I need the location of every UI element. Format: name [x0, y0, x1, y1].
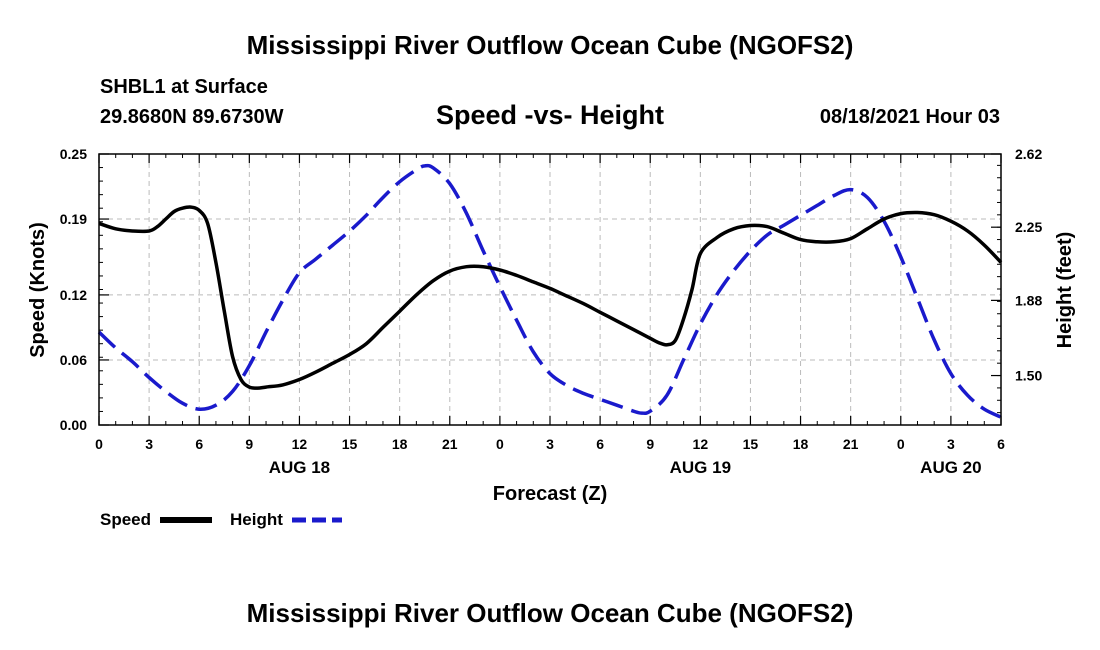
x-tick-label: 9 — [245, 436, 253, 452]
y-axis-label-left: Speed (Knots) — [27, 222, 49, 358]
date-label: AUG 20 — [920, 458, 981, 477]
station-coordinates: 29.8680N 89.6730W — [100, 106, 284, 128]
legend: Speed Height — [100, 510, 342, 529]
footer-title: Mississippi River Outflow Ocean Cube (NG… — [246, 598, 854, 628]
x-tick-label: 6 — [596, 436, 604, 452]
x-tick-label: 21 — [843, 436, 859, 452]
date-label: AUG 18 — [269, 458, 330, 477]
y-tick-label-left: 0.06 — [60, 352, 87, 368]
x-tick-label: 18 — [793, 436, 809, 452]
tick-labels: 0 3 6 9 12 15 18 21 0 3 6 9 12 15 18 21 0 3 6 AUG 18 AUG 19 A… — [60, 146, 1043, 477]
y-tick-label-left: 0.00 — [60, 417, 87, 433]
y-tick-label-left: 0.19 — [60, 211, 87, 227]
grid — [99, 154, 1001, 425]
y-tick-label-left: 0.12 — [60, 287, 87, 303]
station-label: SHBL1 at Surface — [100, 76, 268, 98]
x-tick-label: 9 — [646, 436, 654, 452]
y-tick-label-right: 1.88 — [1015, 292, 1042, 308]
x-tick-label: 6 — [195, 436, 203, 452]
y-axis-label-right: Height (feet) — [1054, 232, 1076, 349]
forecast-datetime: 08/18/2021 Hour 03 — [819, 106, 1000, 128]
x-tick-label: 0 — [897, 436, 905, 452]
chart-subtitle: Speed -vs- Height — [435, 100, 665, 130]
x-tick-label: 12 — [292, 436, 308, 452]
y-tick-label-left: 0.25 — [60, 146, 87, 162]
x-tick-label: 3 — [546, 436, 554, 452]
x-tick-label: 15 — [743, 436, 759, 452]
y-tick-label-right: 1.50 — [1015, 368, 1042, 384]
x-tick-label: 15 — [342, 436, 358, 452]
y-tick-label-right: 2.25 — [1015, 219, 1042, 235]
x-tick-label: 6 — [997, 436, 1005, 452]
x-tick-label: 12 — [693, 436, 709, 452]
ticks — [98, 153, 1002, 426]
series-line-speed — [98, 205, 1003, 390]
x-tick-label: 21 — [442, 436, 458, 452]
x-tick-label: 18 — [392, 436, 408, 452]
x-tick-label: 0 — [95, 436, 103, 452]
x-tick-label: 0 — [496, 436, 504, 452]
y-tick-label-right: 2.62 — [1015, 146, 1042, 162]
x-axis-label: Forecast (Z) — [493, 483, 607, 505]
legend-label-speed: Speed — [100, 510, 151, 529]
legend-label-height: Height — [230, 510, 283, 529]
chart-title: Mississippi River Outflow Ocean Cube (NG… — [246, 30, 854, 60]
series-line-height — [97, 163, 1002, 419]
x-tick-label: 3 — [145, 436, 153, 452]
date-label: AUG 19 — [670, 458, 731, 477]
x-tick-label: 3 — [947, 436, 955, 452]
series-layer — [97, 163, 1003, 419]
